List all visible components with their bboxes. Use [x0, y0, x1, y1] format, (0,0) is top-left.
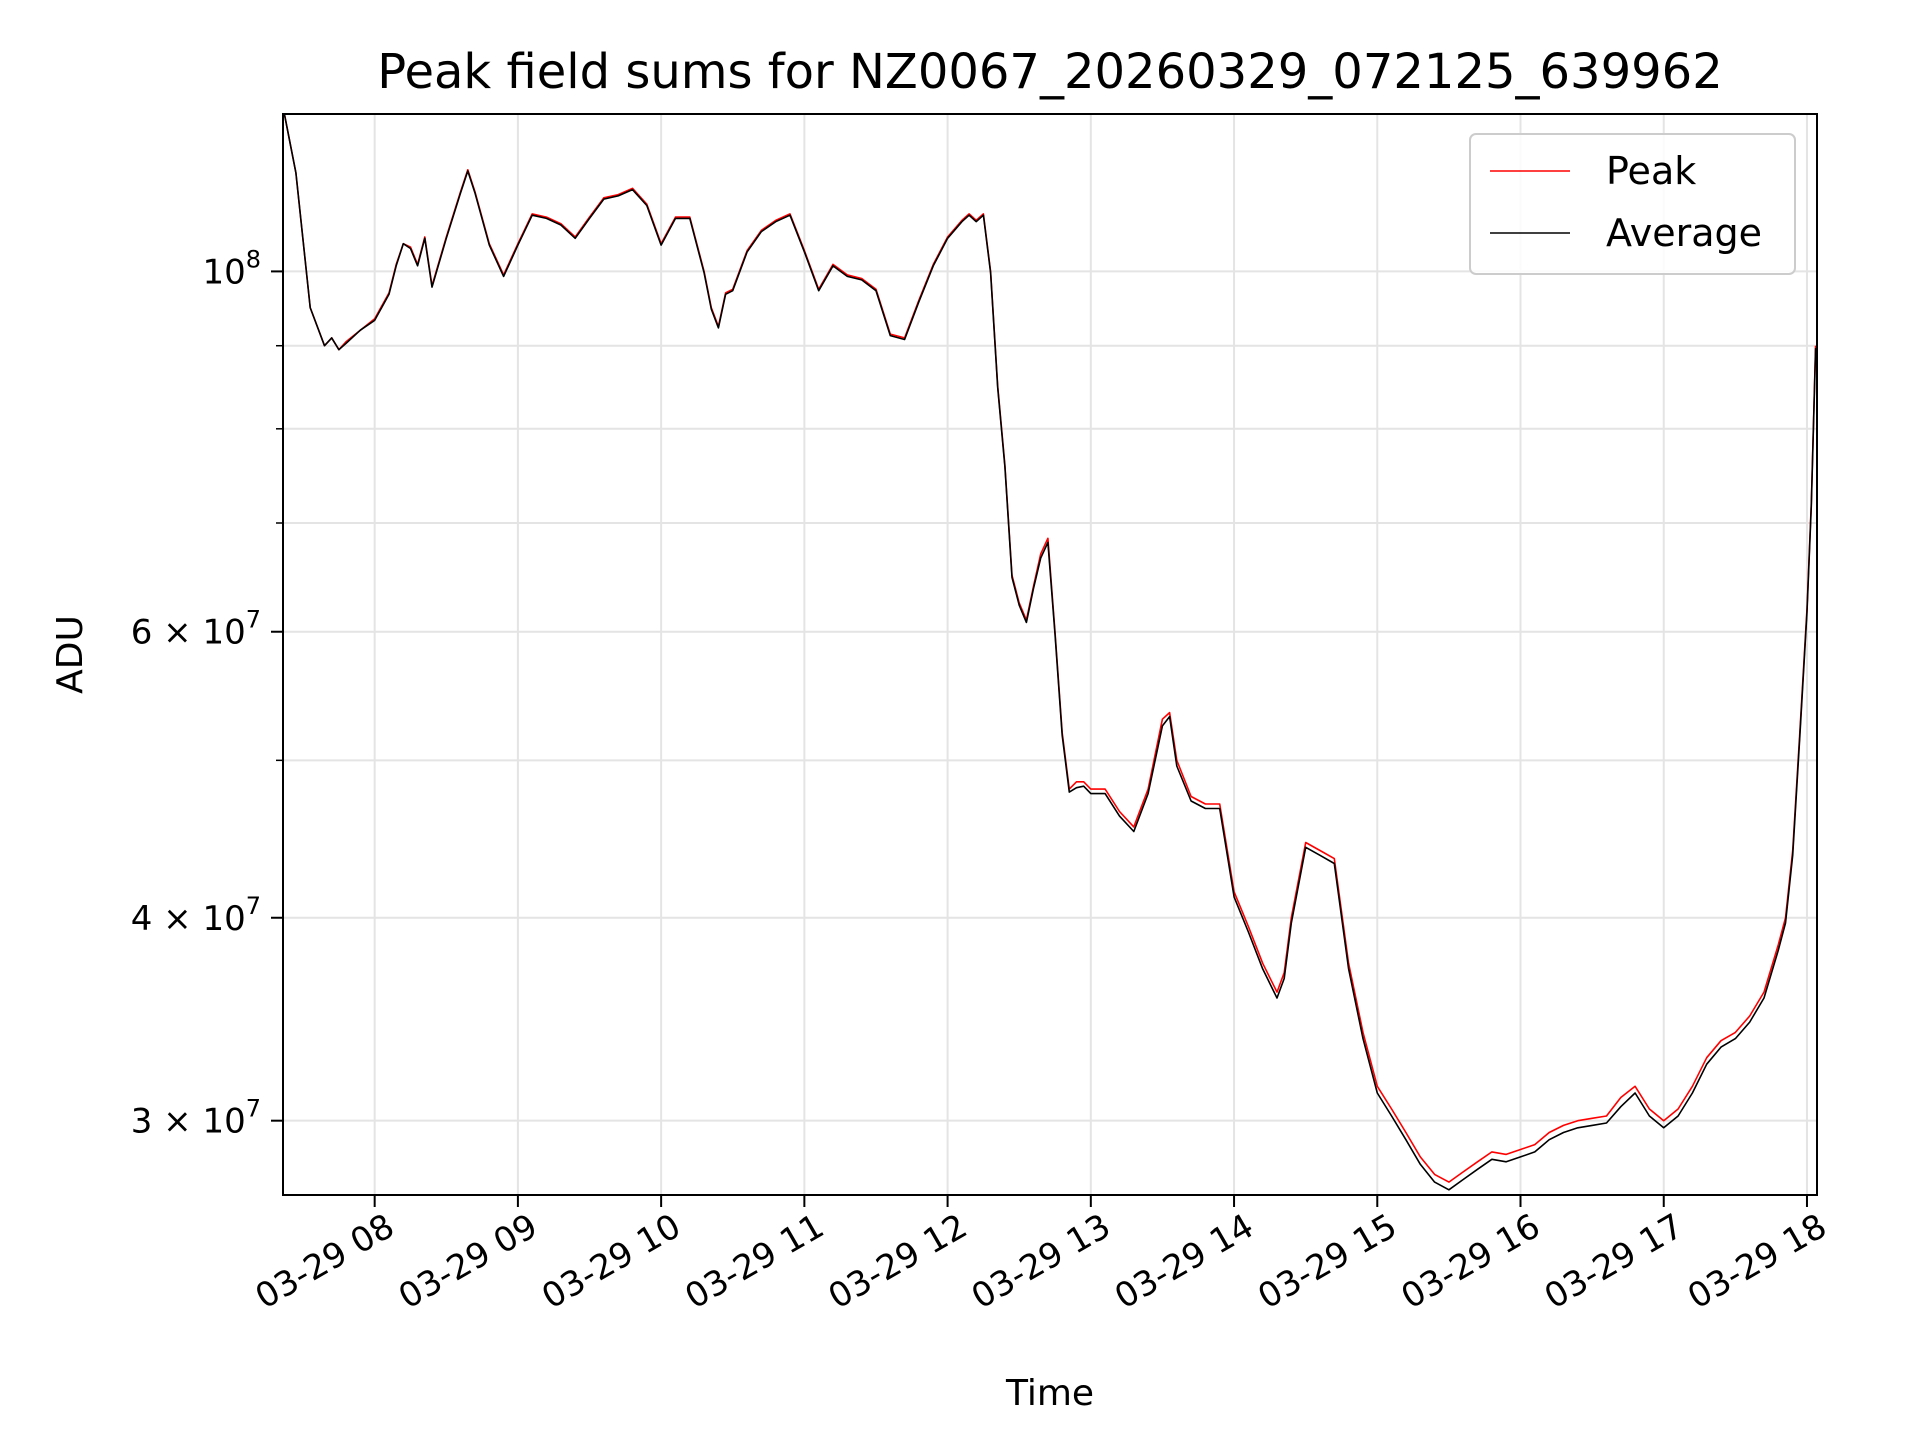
y-tick-label: 3 × 107: [131, 1095, 261, 1142]
legend: Peak Average: [1469, 133, 1796, 275]
y-tick-label: 4 × 107: [131, 892, 261, 939]
chart-title: Peak field sums for NZ0067_20260329_0721…: [377, 44, 1723, 100]
y-axis: 3 × 107 4 × 107 6 × 107 108: [131, 245, 283, 1142]
plot-frame: [282, 113, 1818, 1196]
series-line-average: [283, 114, 1817, 1191]
legend-box: [1469, 133, 1796, 275]
y-axis-label: ADU: [50, 615, 91, 694]
y-tick-label: 108: [202, 245, 261, 292]
legend-label: Average: [1606, 211, 1762, 255]
series-layer: [283, 114, 1817, 1191]
grid: [283, 114, 1817, 1195]
x-axis-label: Time: [1005, 1373, 1094, 1414]
y-tick-label: 6 × 107: [131, 606, 261, 653]
legend-label: Peak: [1606, 149, 1696, 193]
